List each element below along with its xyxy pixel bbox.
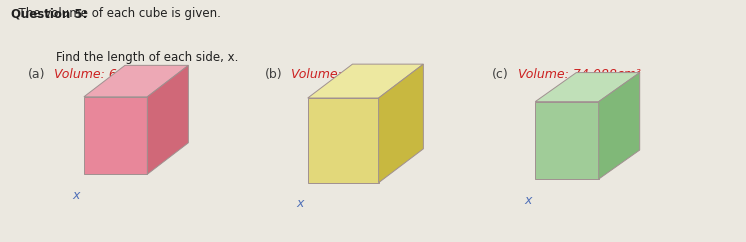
Polygon shape: [536, 73, 640, 102]
Text: Volume: 74.088cm³: Volume: 74.088cm³: [518, 68, 642, 81]
Text: x: x: [73, 189, 80, 202]
Text: Question 5:: Question 5:: [11, 7, 88, 20]
Polygon shape: [148, 65, 188, 174]
Text: x: x: [524, 194, 531, 207]
Polygon shape: [379, 64, 424, 183]
Polygon shape: [84, 97, 148, 174]
Polygon shape: [84, 65, 188, 97]
Polygon shape: [308, 64, 424, 98]
Text: Find the length of each side, x.: Find the length of each side, x.: [11, 51, 239, 64]
Text: (c): (c): [492, 68, 509, 81]
Polygon shape: [308, 98, 379, 183]
Text: The volume of each cube is given.: The volume of each cube is given.: [11, 7, 221, 20]
Text: (b): (b): [265, 68, 283, 81]
Polygon shape: [536, 102, 598, 179]
Text: Volume: 1000cm³: Volume: 1000cm³: [291, 68, 402, 81]
Text: (a): (a): [28, 68, 46, 81]
Polygon shape: [598, 73, 640, 179]
Text: x: x: [297, 197, 304, 210]
Text: Volume: 64m³: Volume: 64m³: [54, 68, 142, 81]
